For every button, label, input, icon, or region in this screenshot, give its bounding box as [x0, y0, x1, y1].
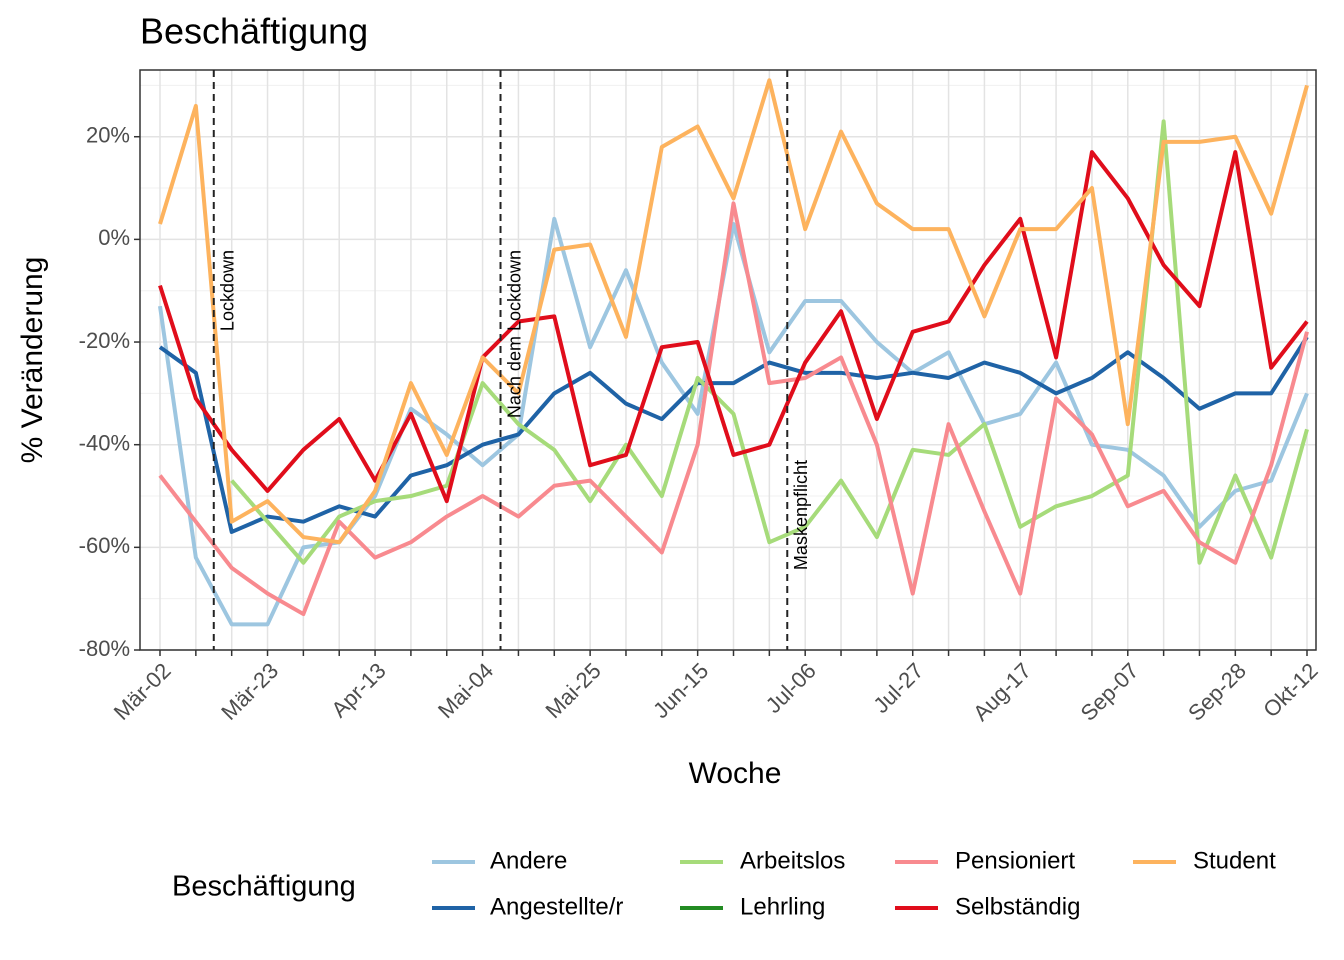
x-tick-label: Jun-15 [648, 658, 713, 723]
event-label: Maskenpflicht [791, 460, 811, 570]
y-tick-label: -20% [79, 328, 130, 353]
x-tick-label: Mär-02 [109, 658, 176, 725]
series-line [158, 150, 1309, 504]
x-tick-label: Okt-12 [1258, 658, 1322, 722]
legend-label: Student [1193, 847, 1276, 874]
legend-label: Selbständig [955, 893, 1080, 920]
x-tick-label: Sep-07 [1076, 658, 1144, 726]
chart-title: Beschäftigung [140, 11, 368, 52]
legend-label: Andere [490, 847, 567, 874]
x-tick-label: Jul-06 [761, 658, 821, 718]
x-tick-label: Apr-13 [326, 658, 390, 722]
event-label: Nach dem Lockdown [504, 250, 524, 418]
y-axis-title: % Veränderung [16, 257, 49, 464]
event-label: Lockdown [218, 250, 238, 331]
series-line [158, 201, 1309, 617]
series-line [230, 119, 1309, 565]
x-tick-label: Mai-25 [541, 658, 606, 723]
legend-title: Beschäftigung [172, 871, 356, 903]
x-tick-label: Aug-17 [968, 658, 1036, 726]
x-tick-label: Mai-04 [433, 658, 498, 723]
y-tick-label: -80% [79, 636, 130, 661]
plot-border [139, 69, 1317, 651]
y-tick-label: 20% [86, 123, 130, 148]
x-tick-label: Mär-23 [216, 658, 283, 725]
y-tick-label: -40% [79, 431, 130, 456]
legend-label: Angestellte/r [490, 893, 623, 920]
series-line [158, 78, 1309, 545]
y-tick-label: -60% [79, 533, 130, 558]
x-axis-title: Woche [689, 757, 782, 790]
y-tick-label: 0% [98, 225, 130, 250]
legend-label: Lehrling [740, 893, 825, 920]
x-tick-label: Sep-28 [1183, 658, 1251, 726]
x-tick-label: Jul-27 [868, 658, 928, 718]
legend-label: Arbeitslos [740, 847, 845, 874]
legend-label: Pensioniert [955, 847, 1075, 874]
